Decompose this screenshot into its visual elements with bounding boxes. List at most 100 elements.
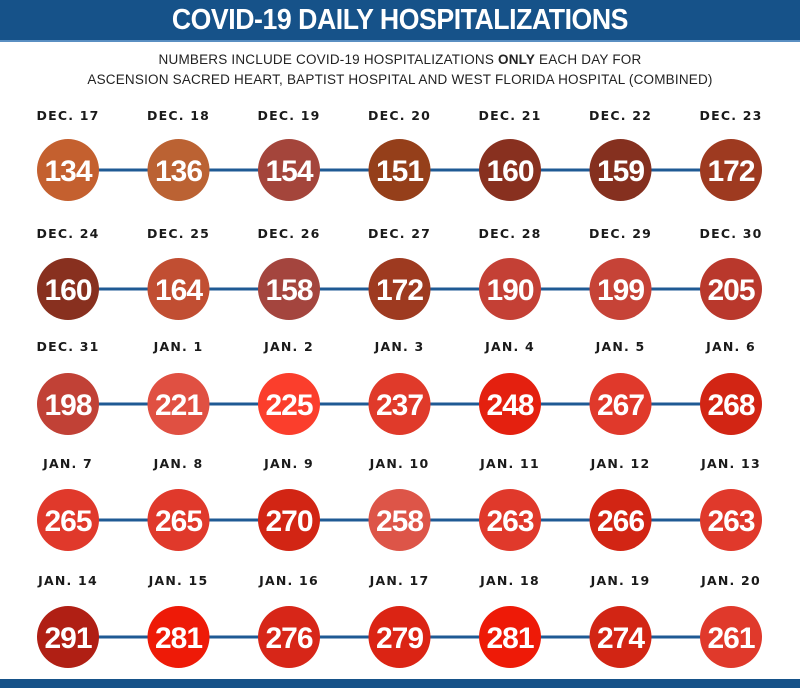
value-label: 205: [707, 274, 754, 307]
day-node: DEC. 22 159: [589, 108, 652, 201]
value-label: 221: [155, 389, 202, 422]
subtitle-text-pre: NUMBERS INCLUDE COVID-19 HOSPITALIZATION…: [158, 52, 498, 67]
date-label: JAN. 13: [700, 456, 761, 471]
value-label: 276: [265, 622, 312, 655]
date-label: DEC. 18: [147, 108, 210, 123]
value-circle: [368, 258, 431, 320]
date-label: DEC. 26: [258, 226, 321, 241]
date-label: JAN. 2: [263, 339, 314, 354]
day-node: JAN. 7 265: [37, 456, 99, 551]
value-circle: [700, 258, 762, 320]
value-label: 164: [155, 274, 203, 307]
value-circle: [37, 373, 99, 435]
date-label: DEC. 19: [258, 108, 321, 123]
day-node: JAN. 20 261: [700, 573, 762, 668]
date-label: JAN. 19: [590, 573, 651, 588]
value-circle: [147, 489, 210, 551]
day-node: DEC. 25 164: [147, 226, 210, 320]
value-circle: [368, 489, 431, 551]
value-circle: [700, 373, 762, 435]
value-label: 159: [597, 155, 644, 188]
value-label: 225: [265, 389, 312, 422]
value-circle: [479, 373, 541, 435]
value-circle: [700, 139, 762, 201]
value-label: 237: [376, 389, 423, 422]
value-label: 172: [707, 155, 754, 188]
day-node: JAN. 1 221: [147, 339, 210, 435]
value-circle: [147, 258, 210, 320]
date-label: DEC. 20: [368, 108, 431, 123]
subtitle-emphasis: ONLY: [498, 52, 536, 67]
date-label: JAN. 10: [369, 456, 430, 471]
value-circle: [258, 139, 320, 201]
value-circle: [589, 606, 652, 668]
value-label: 248: [486, 389, 533, 422]
value-circle: [479, 139, 541, 201]
value-label: 160: [486, 155, 533, 188]
date-label: JAN. 17: [369, 573, 430, 588]
day-node: JAN. 3 237: [368, 339, 431, 435]
date-label: DEC. 25: [147, 226, 210, 241]
value-label: 199: [597, 274, 644, 307]
day-node: DEC. 27 172: [368, 226, 431, 320]
date-label: DEC. 31: [37, 339, 100, 354]
day-node: DEC. 21 160: [479, 108, 541, 201]
value-circle: [368, 139, 431, 201]
date-label: JAN. 12: [590, 456, 651, 471]
value-circle: [37, 258, 99, 320]
subtitle-line-1: NUMBERS INCLUDE COVID-19 HOSPITALIZATION…: [0, 50, 800, 70]
date-label: JAN. 9: [263, 456, 314, 471]
day-node: JAN. 15 281: [147, 573, 210, 668]
day-node: DEC. 31 198: [37, 339, 100, 435]
day-nodes: DEC. 17 134 DEC. 18 136 DEC. 19 154 DEC. 20 151…: [37, 108, 763, 668]
value-circle: [368, 373, 431, 435]
date-label: DEC. 23: [700, 108, 763, 123]
value-circle: [589, 489, 652, 551]
value-label: 190: [486, 274, 533, 307]
value-circle: [479, 489, 541, 551]
day-node: JAN. 2 225: [258, 339, 320, 435]
subtitle-text-post: EACH DAY FOR: [535, 52, 642, 67]
value-circle: [147, 606, 210, 668]
date-label: DEC. 29: [589, 226, 652, 241]
date-label: JAN. 1: [153, 339, 204, 354]
date-label: JAN. 7: [42, 456, 93, 471]
value-circle: [479, 606, 541, 668]
day-node: DEC. 26 158: [258, 226, 321, 320]
date-label: JAN. 15: [148, 573, 209, 588]
value-label: 267: [597, 389, 644, 422]
day-node: DEC. 17 134: [37, 108, 100, 201]
date-label: DEC. 22: [589, 108, 652, 123]
date-label: DEC. 28: [479, 226, 542, 241]
page-title: COVID-19 DAILY HOSPITALIZATIONS: [171, 3, 629, 36]
value-circle: [700, 489, 762, 551]
value-label: 160: [44, 274, 91, 307]
value-label: 263: [486, 505, 533, 538]
value-label: 279: [376, 622, 423, 655]
day-node: DEC. 24 160: [37, 226, 99, 320]
day-node: JAN. 17 279: [368, 573, 431, 668]
value-label: 154: [265, 155, 313, 188]
subtitle-line-2: ASCENSION SACRED HEART, BAPTIST HOSPITAL…: [87, 72, 713, 87]
value-label: 281: [155, 622, 202, 655]
day-node: DEC. 28 190: [479, 226, 542, 320]
value-label: 281: [486, 622, 533, 655]
date-label: JAN. 18: [479, 573, 540, 588]
value-label: 263: [707, 505, 754, 538]
day-node: JAN. 4 248: [479, 339, 541, 435]
date-label: JAN. 14: [37, 573, 98, 588]
date-label: DEC. 27: [368, 226, 431, 241]
value-circle: [147, 373, 210, 435]
date-label: DEC. 17: [37, 108, 100, 123]
day-node: JAN. 16 276: [258, 573, 320, 668]
value-circle: [700, 606, 762, 668]
value-label: 274: [597, 622, 645, 655]
value-circle: [37, 489, 99, 551]
date-label: JAN. 11: [479, 456, 540, 471]
title-banner: COVID-19 DAILY HOSPITALIZATIONS: [0, 0, 800, 42]
day-node: DEC. 23 172: [700, 108, 763, 201]
value-circle: [589, 139, 652, 201]
value-label: 265: [44, 505, 91, 538]
value-circle: [258, 606, 320, 668]
day-node: DEC. 18 136: [147, 108, 210, 201]
